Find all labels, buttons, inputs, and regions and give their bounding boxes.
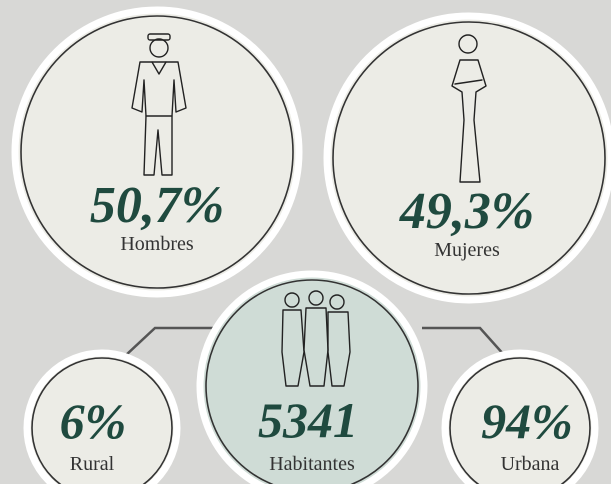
value: 94% (481, 393, 573, 449)
circle-fill (11, 6, 303, 298)
man-figure (131, 33, 187, 176)
connector (124, 326, 215, 357)
circle-fill (196, 270, 428, 484)
value: 50,7% (90, 177, 224, 234)
value: 6% (60, 393, 127, 449)
circle-edge (449, 357, 591, 484)
circle-rural: 6% Rural (23, 349, 181, 484)
circle-edge (31, 357, 173, 484)
group-figure (281, 290, 351, 387)
circle-fill (441, 349, 599, 484)
circle-women: 49,3% Mujeres (323, 12, 611, 304)
circle-edge (332, 21, 606, 295)
circle-fill (323, 12, 611, 304)
label: Urbana (501, 453, 560, 475)
circle-population: 5341 Habitantes (196, 270, 428, 484)
circle-men: 50,7% Hombres (11, 6, 303, 298)
label: Hombres (120, 233, 194, 255)
circle-edge (205, 279, 419, 484)
value: 5341 (258, 392, 358, 448)
label: Mujeres (434, 239, 500, 261)
label: Habitantes (269, 453, 355, 475)
circle-edge (20, 15, 294, 289)
connector (422, 326, 506, 357)
value: 49,3% (399, 183, 534, 240)
circle-fill (23, 349, 181, 484)
circle-urban: 94% Urbana (441, 349, 599, 484)
woman-figure (451, 34, 487, 183)
label: Rural (70, 453, 115, 475)
